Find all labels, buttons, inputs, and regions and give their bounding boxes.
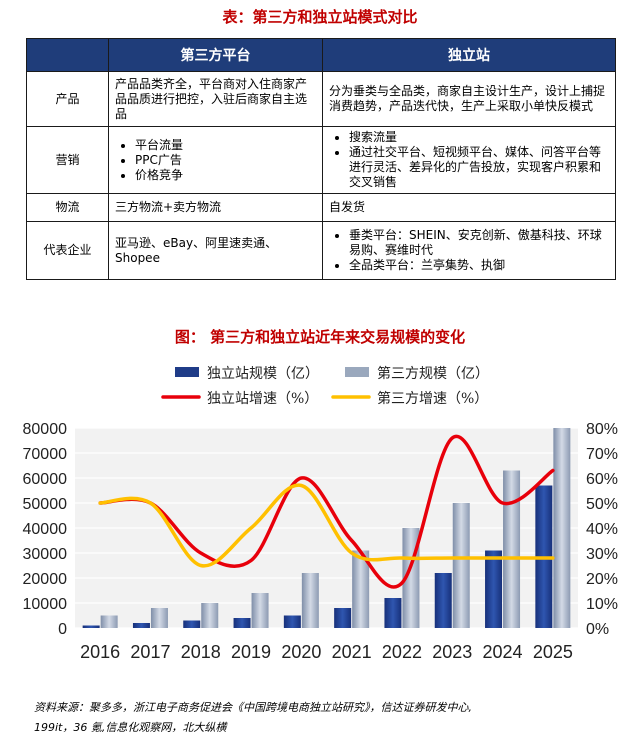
third-party-scale-bar <box>150 608 168 628</box>
right-tick-label: 60% <box>586 471 618 488</box>
cell-indep-logistics: 自发货 <box>322 193 616 222</box>
row-label: 产品 <box>26 71 109 127</box>
comparison-table: 第三方平台 独立站 产品 产品品类齐全，平台商对入住商家产品品质进行把控，入驻后… <box>26 38 616 280</box>
x-tick-label: 2022 <box>382 642 422 662</box>
left-tick-label: 20000 <box>23 571 68 588</box>
cell-third-marketing: 平台流量 PPC广告 价格竞争 <box>108 126 323 194</box>
table-header-row: 第三方平台 独立站 <box>26 38 616 72</box>
legend-label: 第三方规模（亿） <box>377 365 489 382</box>
left-tick-label: 60000 <box>23 471 68 488</box>
row-label: 代表企业 <box>26 221 109 280</box>
right-tick-label: 40% <box>586 521 618 538</box>
independent-scale-bar <box>384 598 402 628</box>
table-row-marketing: 营销 平台流量 PPC广告 价格竞争 搜索流量 通过社交平台、短视频平台、媒体、… <box>26 126 616 194</box>
cell-third-logistics: 三方物流+卖方物流 <box>108 193 323 222</box>
list-item: 搜索流量 <box>349 130 609 145</box>
third-party-scale-bar <box>301 573 319 628</box>
table-row-companies: 代表企业 亚马逊、eBay、阿里速卖通、Shopee 垂类平台：SHEIN、安克… <box>26 221 616 280</box>
independent-scale-bar <box>283 615 301 628</box>
third-party-scale-bar <box>503 470 521 628</box>
third-party-growth-line <box>98 483 555 568</box>
independent-scale-bar <box>132 623 150 628</box>
right-tick-label: 80% <box>586 421 618 438</box>
third-party-scale-bar <box>201 603 219 628</box>
legend-label: 独立站增速（%） <box>207 391 318 407</box>
transaction-scale-chart: 0 10000 20000 30000 40000 50000 60000 70000 8000… <box>23 365 619 662</box>
x-tick-label: 2020 <box>281 642 321 662</box>
right-tick-label: 70% <box>586 446 618 463</box>
left-tick-label: 10000 <box>23 596 68 613</box>
legend-swatch <box>345 367 369 377</box>
cell-indep-marketing: 搜索流量 通过社交平台、短视频平台、媒体、问答平台等进行灵活、差异化的广告投放，… <box>322 126 616 194</box>
x-tick-label: 2021 <box>332 642 372 662</box>
cell-indep-companies: 垂类平台：SHEIN、安克创新、傲基科技、环球易购、赛维时代 全品类平台：兰亭集… <box>322 221 616 280</box>
right-tick-label: 10% <box>586 596 618 613</box>
row-label: 物流 <box>26 193 109 222</box>
left-tick-label: 50000 <box>23 496 68 513</box>
source-note: 资料来源：聚多多，浙江电子商务促进会《中国跨境电商独立站研究》，信达证券研发中心… <box>34 698 624 738</box>
list-item: 价格竞争 <box>135 168 316 183</box>
source-line-1: 资料来源：聚多多，浙江电子商务促进会《中国跨境电商独立站研究》，信达证券研发中心… <box>34 701 472 714</box>
header-third-party: 第三方平台 <box>108 38 323 72</box>
right-tick-label: 50% <box>586 496 618 513</box>
left-tick-label: 0 <box>58 621 67 638</box>
independent-scale-bar <box>183 620 201 628</box>
header-independent: 独立站 <box>322 38 616 72</box>
cell-third-companies: 亚马逊、eBay、阿里速卖通、Shopee <box>108 221 323 280</box>
table-title: 表：第三方和独立站模式对比 <box>222 8 418 26</box>
table-row-logistics: 物流 三方物流+卖方物流 自发货 <box>26 193 616 222</box>
independent-scale-bar <box>485 550 503 628</box>
left-tick-label: 70000 <box>23 446 68 463</box>
list-item: PPC广告 <box>135 153 316 168</box>
left-tick-label: 40000 <box>23 521 68 538</box>
independent-scale-bar <box>434 573 452 628</box>
list-item: 通过社交平台、短视频平台、媒体、问答平台等进行灵活、差异化的广告投放，实现客户积… <box>349 145 609 190</box>
row-label: 营销 <box>26 126 109 194</box>
right-tick-label: 30% <box>586 546 618 563</box>
third-party-scale-bar <box>251 593 269 628</box>
chart-title: 图： 第三方和独立站近年来交易规模的变化 <box>174 328 466 346</box>
independent-scale-bar <box>334 608 352 628</box>
legend-swatch <box>175 367 199 377</box>
header-blank <box>26 38 109 72</box>
third-party-scale-bar <box>553 428 571 628</box>
legend-label: 独立站规模（亿） <box>207 366 319 382</box>
list-item: 平台流量 <box>135 138 316 153</box>
third-party-scale-bar <box>100 615 118 628</box>
legend-label: 第三方增速（%） <box>377 390 488 407</box>
x-tick-label: 2017 <box>130 642 170 662</box>
left-tick-label: 80000 <box>23 421 68 438</box>
third-party-scale-bar <box>352 550 370 628</box>
left-tick-label: 30000 <box>23 546 68 563</box>
third-party-scale-bar <box>452 503 470 628</box>
x-tick-label: 2023 <box>432 642 472 662</box>
x-tick-label: 2025 <box>533 642 573 662</box>
x-tick-label: 2024 <box>483 642 523 662</box>
independent-scale-bar <box>233 618 251 628</box>
right-tick-label: 0% <box>586 621 609 638</box>
cell-third-product: 产品品类齐全，平台商对入住商家产品品质进行把控，入驻后商家自主选品 <box>108 71 323 127</box>
right-tick-label: 20% <box>586 571 618 588</box>
list-item: 全品类平台：兰亭集势、执御 <box>349 258 609 273</box>
x-tick-label: 2016 <box>80 642 120 662</box>
source-line-2: 199it，36 氪,信息化观察网，北大纵横 <box>34 721 227 734</box>
cell-indep-product: 分为垂类与全品类，商家自主设计生产，设计上捕捉消费趋势，产品迭代快，生产上采取小… <box>322 71 616 127</box>
x-tick-label: 2018 <box>181 642 221 662</box>
x-tick-label: 2019 <box>231 642 271 662</box>
independent-scale-bar <box>82 625 100 628</box>
list-item: 垂类平台：SHEIN、安克创新、傲基科技、环球易购、赛维时代 <box>349 228 609 258</box>
independent-growth-line <box>98 434 555 589</box>
table-row-product: 产品 产品品类齐全，平台商对入住商家产品品质进行把控，入驻后商家自主选品 分为垂… <box>26 71 616 127</box>
